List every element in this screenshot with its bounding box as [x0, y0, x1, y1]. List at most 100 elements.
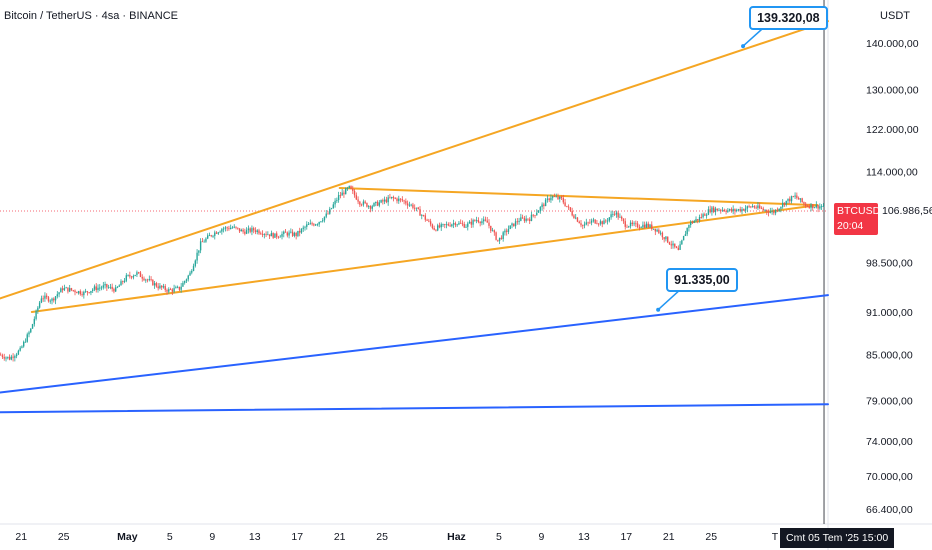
x-tick-label: 5 [167, 531, 173, 543]
candle-body [173, 288, 175, 292]
candle-body [267, 234, 269, 236]
candle-body [780, 206, 782, 209]
candle-body [808, 206, 810, 208]
candle-body [527, 218, 529, 220]
candle-body [10, 356, 13, 360]
candle-body [460, 222, 462, 224]
trendlines [0, 20, 829, 414]
lower-target-callout[interactable]: 91.335,00 [666, 267, 738, 292]
candle-body [590, 220, 593, 223]
candle-body [621, 216, 623, 219]
price-axis[interactable]: 140.000,00 130.000,00 122.000,00 114.000,00… [866, 38, 919, 516]
candle-body [67, 287, 69, 292]
candle-body [557, 196, 559, 199]
candle-body [118, 285, 120, 287]
candle-body [543, 204, 545, 207]
candle-body [387, 197, 389, 203]
candle-body [626, 226, 628, 228]
candle-body [702, 214, 704, 218]
candle-body [447, 224, 450, 226]
candle-body [368, 206, 370, 207]
candle-body [191, 270, 193, 273]
candle-body [242, 229, 244, 232]
candle-body [231, 227, 234, 229]
candle-body [51, 298, 53, 301]
candle-body [123, 280, 126, 282]
candle-body [166, 289, 168, 292]
candle-body [327, 213, 329, 215]
candle-body [757, 205, 759, 208]
candle-body [56, 294, 59, 297]
blue-trendline [0, 403, 829, 414]
y-tick-label: 79.000,00 [866, 395, 913, 407]
candle-body [306, 224, 308, 227]
candle-body [649, 224, 651, 228]
candle-body [667, 236, 669, 243]
candle-body [674, 243, 676, 247]
candle-body [613, 213, 616, 215]
y-tick-label: 114.000,00 [866, 166, 918, 178]
candle-body [279, 236, 281, 238]
candle-body [196, 252, 198, 261]
candle-body [475, 220, 478, 221]
candle-body [582, 225, 584, 227]
callout-anchor [656, 307, 661, 312]
candle-body [146, 279, 149, 281]
candle-body [5, 357, 7, 359]
candle-body [138, 272, 140, 274]
candle-body [343, 192, 345, 195]
candle-body [237, 227, 239, 229]
candle-body [263, 234, 266, 235]
candle-body [693, 220, 695, 223]
candle-body [573, 215, 575, 219]
candle-body [132, 275, 135, 278]
candle-body [199, 241, 202, 251]
candle-body [290, 231, 292, 233]
candle-body [157, 286, 159, 289]
candle-body [677, 247, 680, 250]
candle-body [771, 210, 773, 212]
candle-body [713, 207, 715, 213]
candle-body [629, 222, 632, 227]
candle-body [28, 332, 30, 335]
candle-body [424, 215, 427, 220]
candle-body [406, 203, 409, 206]
candle-body [86, 291, 89, 293]
candle-body [54, 296, 57, 301]
candle-body [486, 220, 488, 223]
candle-body [226, 227, 228, 229]
candle-body [311, 223, 313, 225]
candle-body [155, 283, 158, 287]
candle-body [302, 227, 304, 229]
candle-body [360, 204, 363, 206]
candle-body [185, 279, 188, 282]
candle-body [815, 204, 818, 208]
upper-target-callout[interactable]: 139.320,08 [749, 6, 828, 31]
candle-body [628, 226, 630, 228]
candle-body [244, 231, 246, 234]
candle-body [412, 204, 414, 208]
candle-body [727, 210, 729, 212]
time-axis[interactable]: 21 25 May 5 9 13 17 21 25 Haz 5 9 13 17 21 25 T [15, 531, 778, 543]
candle-body [559, 196, 561, 199]
candle-body [617, 212, 619, 218]
candle-body [787, 198, 789, 201]
candle-body [277, 236, 280, 238]
candle-body [30, 328, 32, 333]
candle-body [755, 207, 757, 209]
candle-body [35, 310, 37, 319]
orange-trendline [30, 204, 819, 314]
candle-body [346, 187, 349, 189]
candle-body [774, 209, 777, 214]
candle-body [776, 209, 779, 211]
candle-body [238, 228, 241, 232]
candle-body [272, 233, 274, 238]
x-tick-label: 21 [15, 531, 27, 543]
candle-body [603, 220, 605, 225]
candle-body [90, 290, 92, 293]
candle-body [357, 199, 359, 202]
candle-body [452, 223, 455, 225]
candle-body [661, 232, 664, 238]
candle-body [111, 286, 113, 289]
